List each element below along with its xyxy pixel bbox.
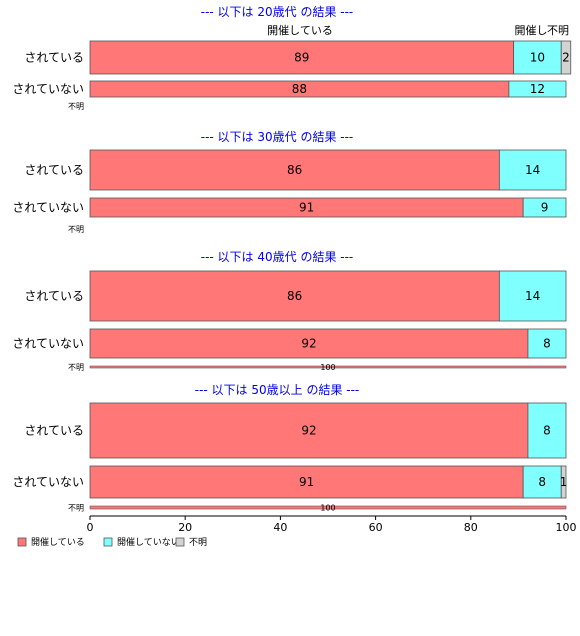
bar-segment — [89, 505, 567, 510]
row-label: 不明 — [68, 504, 84, 513]
x-tick-label: 60 — [369, 521, 383, 534]
bar-segment — [498, 149, 567, 191]
row-label: 不明 — [68, 225, 84, 234]
legend-label: 開催している — [31, 536, 85, 548]
row-label: されている — [24, 163, 84, 177]
legend-swatch — [103, 537, 113, 547]
row-label: されていない — [12, 337, 84, 351]
row-label: されている — [24, 51, 84, 65]
bar-segment — [560, 465, 567, 499]
x-tick-label: 40 — [273, 521, 287, 534]
bar-value-label: 9 — [541, 201, 549, 215]
bar-segment — [89, 365, 567, 369]
group-title: --- 以下は 20歳代 の結果 --- — [201, 5, 354, 19]
legend-label: 不明 — [189, 537, 207, 548]
bar-segment — [513, 40, 562, 75]
group-title: --- 以下は 50歳以上 の結果 --- — [195, 383, 360, 397]
bar-segment — [89, 402, 529, 459]
group-title: --- 以下は 30歳代 の結果 --- — [201, 130, 354, 144]
bar-segment — [508, 80, 567, 98]
bar-segment — [498, 270, 567, 322]
group-title: --- 以下は 40歳代 の結果 --- — [201, 250, 354, 264]
row-label: されている — [24, 289, 84, 303]
bar-value-label: 10 — [530, 51, 545, 65]
bar-segment — [89, 328, 529, 359]
bar-segment — [527, 328, 567, 359]
bar-segment — [89, 465, 524, 499]
bar-value-label: 92 — [301, 424, 316, 438]
row-label: されていない — [12, 201, 84, 215]
x-tick-label: 0 — [87, 521, 94, 534]
bar-segment — [527, 402, 567, 459]
row-label: されていない — [12, 82, 84, 96]
bar-value-label: 89 — [294, 51, 309, 65]
bar-value-label: 2 — [562, 51, 570, 65]
bar-segment — [89, 40, 515, 75]
bar-value-label: 86 — [287, 289, 302, 303]
bar-value-label: 91 — [299, 201, 314, 215]
column-header-unknown: 不明 — [547, 24, 569, 37]
bar-segment — [560, 40, 572, 75]
row-label: されている — [24, 424, 84, 438]
x-tick-label: 100 — [556, 521, 577, 534]
bar-value-label: 8 — [543, 337, 551, 351]
bar-segment — [89, 270, 500, 322]
x-tick-label: 80 — [464, 521, 478, 534]
bar-segment — [522, 197, 567, 218]
x-tick-label: 20 — [178, 521, 192, 534]
bar-segment — [89, 149, 500, 191]
row-label: 不明 — [68, 363, 84, 372]
row-label: されていない — [12, 475, 84, 489]
bar-value-label: 1 — [560, 475, 568, 489]
bar-value-label: 14 — [525, 163, 540, 177]
bar-value-label: 8 — [543, 424, 551, 438]
legend-label: 開催していない — [117, 536, 180, 548]
bar-value-label: 12 — [530, 82, 545, 96]
row-label: 不明 — [68, 102, 84, 111]
bar-value-label: 86 — [287, 163, 302, 177]
legend-swatch — [17, 537, 27, 547]
bar-value-label: 8 — [538, 475, 546, 489]
column-header-not-held: 開催し — [515, 23, 548, 37]
bar-value-label: 92 — [301, 337, 316, 351]
column-header-held: 開催している — [267, 23, 333, 37]
bar-total-label: 100 — [320, 363, 335, 372]
bar-segment — [522, 465, 562, 499]
legend-swatch — [175, 537, 185, 547]
bar-value-label: 14 — [525, 289, 540, 303]
bar-total-label: 100 — [320, 504, 335, 513]
bar-value-label: 88 — [292, 82, 307, 96]
bar-value-label: 91 — [299, 475, 314, 489]
